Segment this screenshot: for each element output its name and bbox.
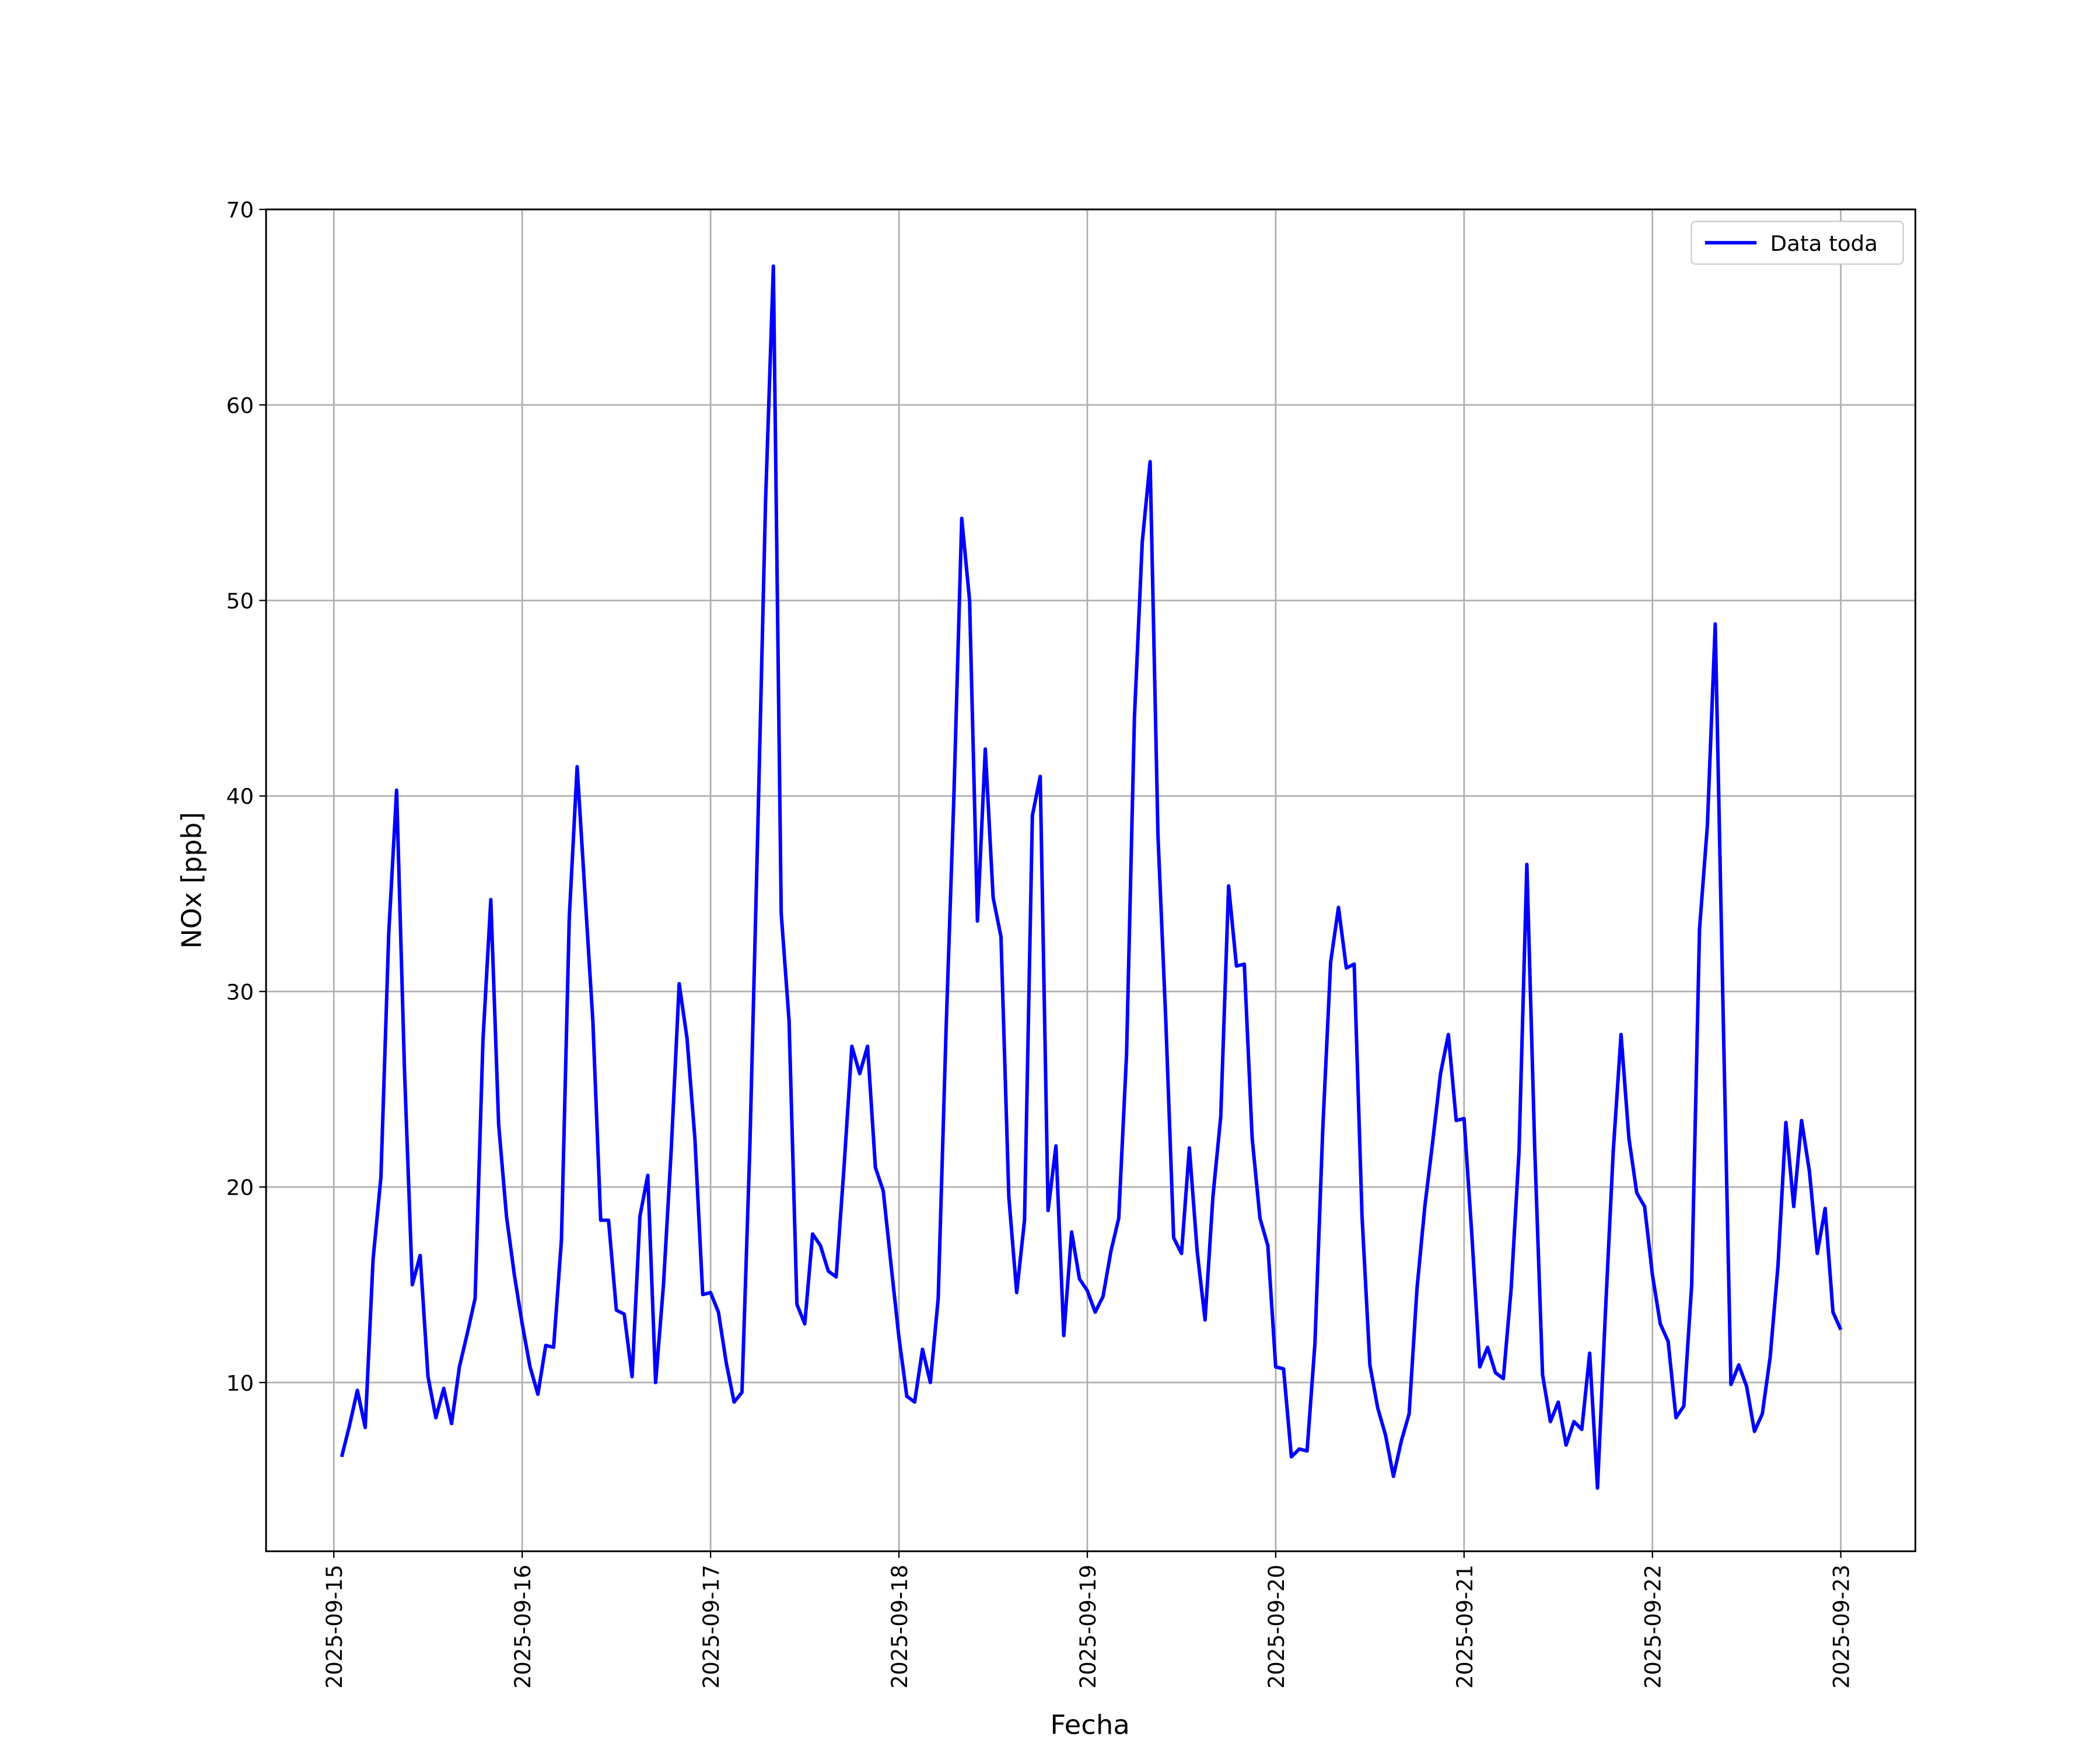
- y-tick-label: 50: [226, 589, 254, 614]
- x-tick-label: 2025-09-22: [1640, 1564, 1665, 1689]
- y-tick-label: 60: [226, 393, 254, 418]
- data-line: [340, 264, 1843, 1490]
- x-tick-label: 2025-09-16: [510, 1564, 536, 1689]
- y-tick-label: 30: [226, 980, 254, 1005]
- x-tick-label: 2025-09-19: [1076, 1564, 1101, 1689]
- y-tick-label: 20: [226, 1175, 254, 1200]
- y-tick-label: 70: [226, 198, 254, 223]
- legend-label: Data toda: [1770, 231, 1878, 256]
- x-tick-label: 2025-09-17: [699, 1564, 724, 1689]
- y-tick-label: 40: [226, 785, 254, 810]
- x-tick-label: 2025-09-18: [887, 1564, 912, 1689]
- x-tick-label: 2025-09-23: [1829, 1564, 1854, 1689]
- x-tick-label: 2025-09-15: [322, 1564, 347, 1689]
- x-tick-label: 2025-09-21: [1452, 1564, 1478, 1689]
- legend-box: [1690, 220, 1904, 265]
- x-axis-label: Fecha: [1050, 1709, 1129, 1741]
- x-tick-label: 2025-09-20: [1264, 1564, 1289, 1689]
- plot-frame: [265, 208, 1917, 1552]
- y-tick-label: 10: [226, 1371, 254, 1396]
- y-axis-label: NOx [ppb]: [176, 812, 207, 949]
